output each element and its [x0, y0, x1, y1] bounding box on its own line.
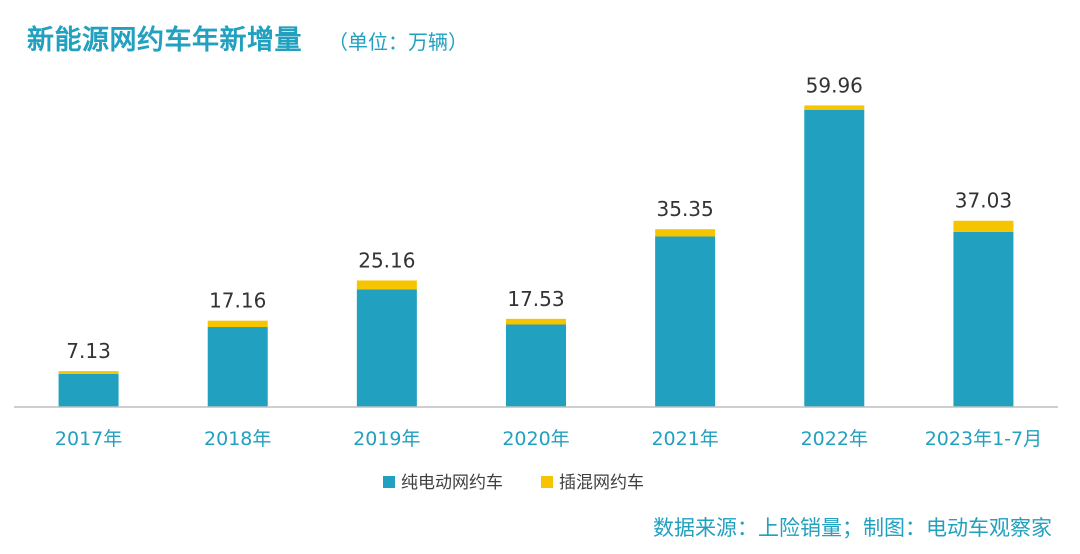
bars-group: [58, 105, 1014, 408]
source-note: 数据来源：上险销量；制图：电动车观察家: [653, 516, 1052, 540]
bar-phev-4: [655, 229, 716, 237]
bar-bev-1: [207, 327, 268, 407]
total-label-6: 37.03: [955, 189, 1012, 213]
bar-bev-6: [953, 231, 1014, 407]
total-label-2: 25.16: [358, 248, 415, 272]
bar-phev-5: [804, 105, 865, 110]
total-label-3: 17.53: [507, 287, 564, 311]
total-label-0: 7.13: [66, 339, 111, 363]
x-tick-label-4: 2021年: [651, 428, 718, 450]
title-row: 新能源网约车年新增量 （单位：万辆）: [27, 18, 468, 57]
legend-label-0: 纯电动网约车: [401, 473, 503, 493]
bar-bev-3: [506, 324, 566, 407]
legend-swatch-1: [541, 476, 553, 488]
bar-phev-3: [506, 318, 566, 325]
bar-bev-5: [804, 109, 865, 408]
bar-phev-0: [58, 371, 119, 374]
bar-bev-2: [356, 289, 417, 407]
x-tick-labels: 2017年 2018年 2019年 2020年 2021年 2022年 2023年1-7月: [55, 428, 1042, 450]
legend: 纯电动网约车 插混网约车: [383, 473, 644, 493]
x-tick-label-1: 2018年: [204, 428, 271, 450]
bar-phev-6: [953, 220, 1014, 232]
total-label-4: 35.35: [657, 197, 714, 221]
legend-label-1: 插混网约车: [559, 473, 644, 493]
total-label-5: 59.96: [806, 73, 863, 97]
legend-swatch-0: [383, 476, 395, 488]
chart-title: 新能源网约车年新增量: [27, 25, 302, 56]
unit-label: （单位：万辆）: [328, 30, 468, 54]
x-tick-label-6: 2023年1-7月: [925, 428, 1042, 450]
x-tick-label-3: 2020年: [502, 428, 569, 450]
x-tick-label-0: 2017年: [55, 428, 122, 450]
total-label-1: 17.16: [209, 289, 266, 313]
x-tick-label-2: 2019年: [353, 428, 420, 450]
bar-phev-1: [207, 320, 268, 328]
bar-bev-0: [58, 373, 119, 407]
labels-group: 7.13 17.16 25.16 17.53 35.35 59.96 37.03: [66, 73, 1012, 363]
bar-bev-4: [655, 236, 716, 407]
bar-phev-2: [356, 280, 417, 290]
x-tick-label-5: 2022年: [801, 428, 868, 450]
